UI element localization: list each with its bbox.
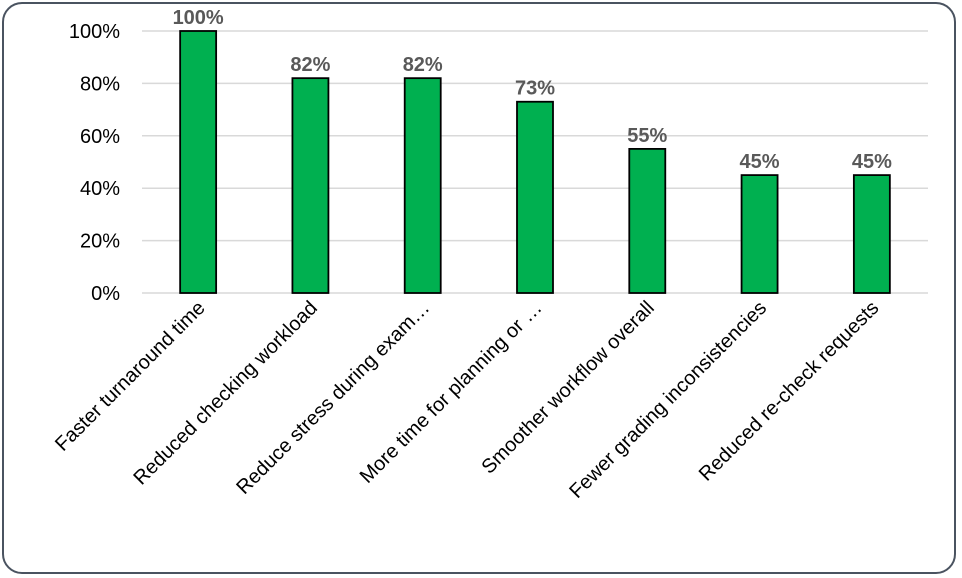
bar [291, 77, 330, 294]
bar [179, 30, 218, 294]
category-label: Reduced re-check requests [695, 297, 883, 485]
y-tick-label: 100% [69, 21, 120, 43]
data-label: 45% [740, 151, 780, 173]
y-axis-ticks: 0% 20% 40% 60% 80% 100% [69, 21, 120, 305]
y-tick-label: 40% [80, 178, 120, 200]
data-labels: 100% 82% 82% 73% 55% 45% 45% [173, 7, 893, 173]
category-label: Reduced checking workload [130, 297, 322, 489]
data-label: 100% [173, 7, 224, 29]
gridlines [142, 30, 928, 294]
data-label: 82% [403, 54, 443, 76]
y-tick-label: 20% [80, 231, 120, 253]
data-label: 45% [852, 151, 892, 173]
bars [179, 30, 891, 294]
bar [403, 77, 442, 294]
category-label: Fewer grading inconsistencies [565, 297, 771, 503]
data-label: 55% [627, 125, 667, 147]
data-label: 73% [515, 78, 555, 100]
y-tick-label: 80% [80, 73, 120, 95]
y-tick-label: 60% [80, 126, 120, 148]
bar [852, 174, 891, 294]
category-label: More time for planning or … [356, 297, 547, 488]
y-tick-label: 0% [91, 283, 120, 305]
bar [740, 174, 779, 294]
bar [516, 100, 554, 294]
bar [628, 147, 667, 294]
category-label: Reduce stress during exam… [232, 297, 434, 499]
data-label: 82% [290, 54, 330, 76]
